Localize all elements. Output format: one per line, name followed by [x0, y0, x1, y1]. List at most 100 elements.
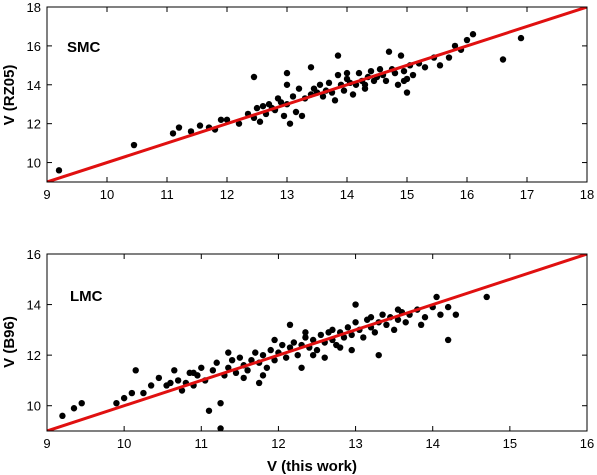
data-point [394, 81, 402, 88]
data-point [302, 329, 309, 336]
data-point [319, 93, 327, 100]
data-point [289, 93, 297, 100]
data-point [329, 326, 336, 334]
data-point [55, 167, 63, 174]
data-point [178, 387, 186, 394]
data-point [463, 36, 471, 44]
data-point [391, 69, 399, 77]
panel-label: SMC [67, 39, 101, 56]
plot-frame [46, 253, 588, 432]
y-tick-label: 16 [27, 39, 41, 54]
points-group [59, 293, 490, 431]
data-point [402, 319, 409, 326]
data-point [196, 122, 204, 129]
data-point [187, 128, 195, 135]
data-point [344, 324, 352, 331]
data-point [499, 56, 507, 63]
data-point [228, 357, 236, 364]
data-point [140, 389, 147, 397]
data-point [437, 311, 444, 318]
data-point [444, 303, 452, 311]
x-tick-label: 16 [460, 187, 474, 202]
data-point [390, 326, 398, 334]
data-point [290, 339, 298, 346]
data-point [253, 104, 261, 112]
y-tick-label: 12 [27, 348, 41, 363]
data-point [355, 69, 363, 77]
data-point [348, 331, 355, 339]
x-tick-label: 12 [220, 187, 234, 202]
x-tick-label: 18 [580, 187, 594, 202]
data-point [444, 336, 452, 344]
data-point [132, 367, 139, 374]
data-point [321, 354, 328, 361]
data-point [433, 293, 440, 301]
data-point [409, 71, 417, 79]
data-point [252, 349, 259, 356]
data-point [283, 69, 291, 77]
data-point [259, 351, 267, 359]
data-point [309, 336, 317, 344]
data-point [325, 79, 333, 87]
data-point [469, 31, 477, 38]
x-tick-label: 14 [340, 187, 354, 202]
data-point [316, 81, 324, 88]
data-point [371, 329, 379, 336]
data-point [236, 354, 244, 361]
data-point [313, 346, 321, 354]
y-tick-label: 14 [27, 78, 41, 93]
data-point [385, 48, 393, 55]
one-to-one-line [47, 7, 587, 182]
data-point [298, 364, 305, 371]
data-point [59, 412, 66, 420]
data-point [294, 351, 301, 359]
data-point [302, 334, 309, 341]
data-point [113, 399, 120, 407]
x-tick-label: 15 [400, 187, 414, 202]
x-tick-label: 10 [100, 187, 114, 202]
data-point [436, 62, 444, 69]
data-point [267, 346, 274, 354]
data-point [255, 379, 263, 387]
x-tick-label: 13 [280, 187, 294, 202]
data-point [198, 364, 205, 371]
data-point [283, 81, 291, 88]
data-point [120, 394, 128, 402]
y-tick-label: 18 [27, 0, 41, 15]
data-point [256, 118, 264, 125]
x-tick-label: 16 [580, 436, 594, 451]
data-point [397, 52, 405, 59]
one-to-one-line [47, 254, 587, 431]
data-point [217, 116, 225, 123]
y-tick-label: 14 [27, 298, 41, 313]
data-point [286, 321, 294, 328]
data-point [279, 341, 286, 349]
x-axis-label: V (this work) [267, 458, 357, 475]
data-point [175, 124, 183, 131]
data-point [78, 399, 85, 407]
y-tick-label: 10 [27, 156, 41, 171]
y-tick-label: 16 [27, 247, 41, 262]
x-tick-label: 12 [271, 436, 285, 451]
data-point [400, 67, 408, 75]
data-point [317, 331, 325, 339]
data-point [421, 64, 429, 71]
data-point [352, 301, 359, 308]
data-point [298, 112, 306, 120]
data-point [295, 85, 303, 92]
data-point [232, 369, 240, 377]
data-point [271, 336, 278, 344]
data-point [286, 344, 294, 351]
data-point [452, 311, 460, 318]
data-point [331, 97, 339, 104]
data-point [394, 316, 402, 323]
data-point [209, 367, 217, 374]
y-tick-label: 12 [27, 117, 41, 132]
data-point [417, 321, 425, 328]
data-point [483, 293, 490, 301]
data-point [376, 66, 384, 73]
data-point [174, 377, 182, 384]
x-tick-label: 9 [43, 436, 50, 451]
smc-panel: 9 10 11 12 13 14 15 16 17 18 10 12 14 16 18 SMC V (RZ05) [1, 0, 594, 202]
